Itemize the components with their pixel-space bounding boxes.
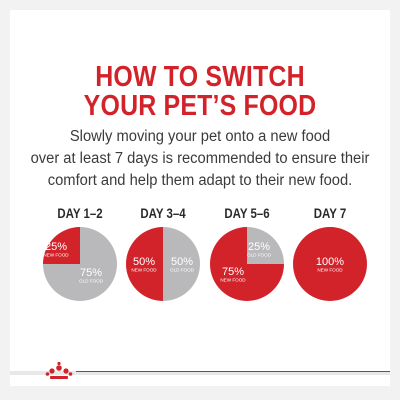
- pie-percent-label: 75%: [222, 266, 244, 278]
- pie-percent-label: 25%: [248, 241, 270, 253]
- day-3-4-label: DAY 3–4: [140, 206, 186, 221]
- pie-slice-new-food: [293, 227, 367, 301]
- pie-percent-label: 25%: [45, 241, 67, 253]
- pie-slice-label: OLD FOOD: [170, 268, 195, 273]
- pie-chart-day-5-6: 75%NEW FOOD 25%OLD FOOD: [210, 227, 284, 301]
- pie-slice-new-food: [43, 227, 80, 264]
- pie-slice-label: NEW FOOD: [220, 278, 246, 283]
- pie-slice-label: NEW FOOD: [131, 268, 157, 273]
- day-1-2-label: DAY 1–2: [57, 206, 103, 221]
- footer-bar: [10, 371, 390, 375]
- description-line-1: Slowly moving your pet onto a new food: [69, 128, 331, 145]
- pie-percent-label: 75%: [80, 267, 102, 279]
- pie-chart-day-7: 100%NEW FOOD: [293, 227, 367, 301]
- footer-divider: [76, 371, 390, 372]
- page-title-line-1: HOW TO SWITCH: [95, 61, 305, 93]
- pie-percent-label: 50%: [133, 256, 155, 268]
- description-line-2: over at least 7 days is recommended to e…: [30, 150, 370, 167]
- pie-slice-old-food: [247, 227, 284, 264]
- pie-slice-new-food: [126, 227, 163, 301]
- crown-logo-icon: [45, 361, 73, 379]
- pie-slice-label: OLD FOOD: [79, 279, 104, 284]
- pie-chart-day-1-2: 25%NEW FOOD 75%OLD FOOD: [43, 227, 117, 301]
- day-7-label: DAY 7: [313, 206, 347, 221]
- pie-slice-old-food: [43, 227, 117, 301]
- description-line-3: comfort and help them adapt to their new…: [47, 172, 353, 189]
- info-card: [10, 10, 390, 386]
- pie-slice-label: NEW FOOD: [43, 253, 69, 258]
- pie-slice-label: OLD FOOD: [247, 253, 272, 258]
- page-title-line-2: YOUR PET’S FOOD: [83, 90, 317, 122]
- pie-percent-label: 100%: [316, 256, 344, 268]
- pie-slice-label: NEW FOOD: [317, 268, 343, 273]
- pie-percent-label: 50%: [171, 256, 193, 268]
- pie-slice-old-food: [163, 227, 200, 301]
- day-5-6-label: DAY 5–6: [224, 206, 270, 221]
